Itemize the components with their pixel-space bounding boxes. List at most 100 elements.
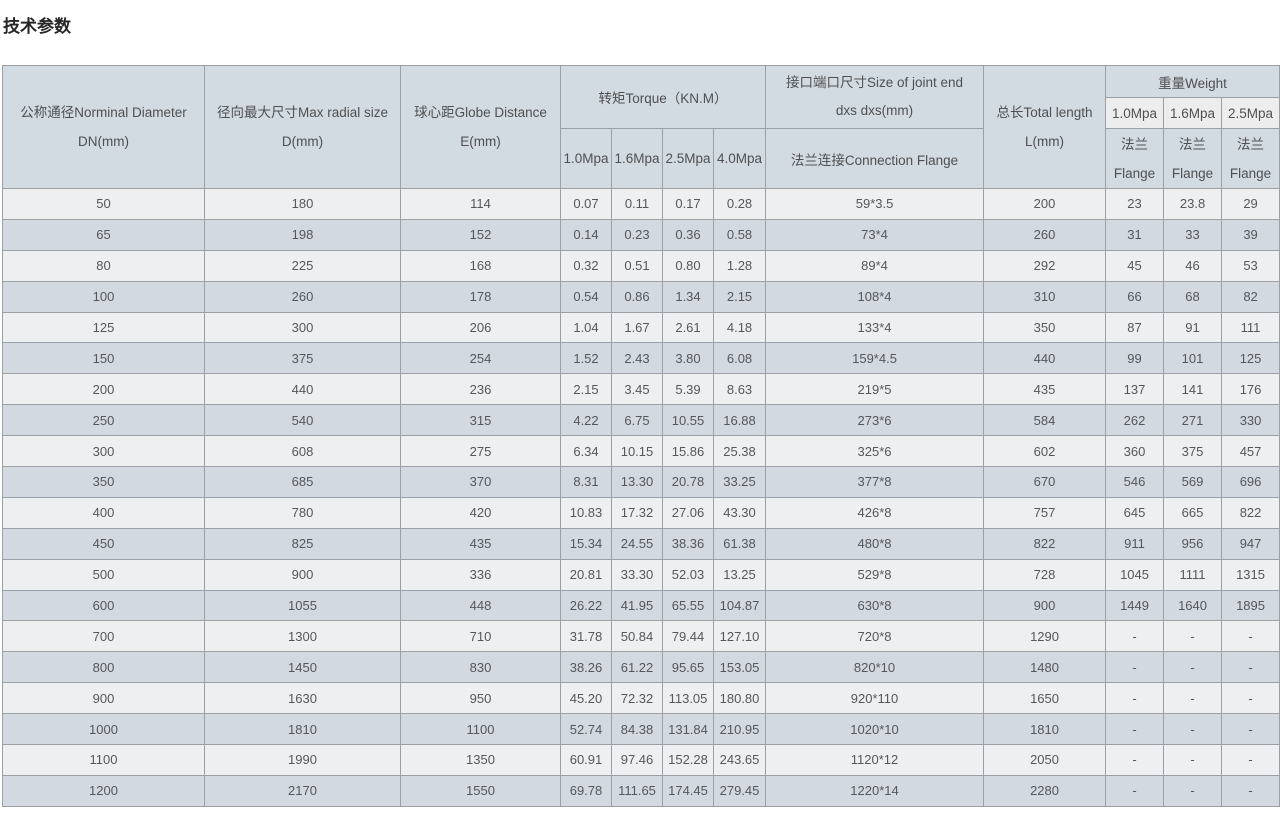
cell: 79.44 [662, 620, 714, 653]
cell: - [1221, 620, 1280, 653]
table-row: 1200 2170 1550 69.78 111.65 174.45 279.45 1220*… [2, 774, 1280, 807]
header-weight-1.0mpa: 1.0Mpa [1105, 97, 1165, 129]
cell: 26.22 [560, 589, 612, 622]
cell: 360 [1105, 435, 1165, 468]
cell: 0.36 [662, 218, 714, 251]
cell: 174.45 [662, 774, 714, 807]
cell: 2170 [204, 774, 401, 807]
cell: 1895 [1221, 589, 1280, 622]
header-torque-1.6mpa: 1.6Mpa [611, 128, 663, 189]
header-total-length: 总长Total length L(mm) [983, 65, 1107, 189]
cell: 60.91 [560, 744, 612, 776]
cell: 8.31 [560, 466, 612, 498]
cell: 250 [2, 404, 205, 437]
cell: - [1221, 713, 1280, 746]
cell: 152 [400, 218, 561, 251]
cell: 152.28 [662, 744, 714, 776]
header-globe-distance-line2: E(mm) [460, 134, 501, 149]
cell: 1111 [1163, 558, 1223, 591]
cell: 1.04 [560, 311, 612, 344]
cell: 480*8 [765, 527, 985, 560]
cell: 20.81 [560, 558, 612, 591]
page-title: 技术参数 [3, 17, 71, 36]
header-connection-flange: 法兰连接Connection Flange [765, 128, 985, 189]
header-nominal-diameter: 公称通径Norminal Diameter DN(mm) [2, 65, 205, 189]
cell: 645 [1105, 496, 1165, 529]
cell: 2.15 [560, 373, 612, 406]
cell: 279.45 [712, 774, 767, 807]
cell: 822 [983, 527, 1107, 560]
cell: 52.74 [560, 713, 612, 746]
cell: 947 [1221, 527, 1280, 560]
cell: 273*6 [765, 404, 985, 437]
cell: - [1163, 620, 1223, 653]
cell: 1450 [204, 651, 401, 684]
header-total-length-line2: L(mm) [1025, 134, 1065, 149]
cell: 59*3.5 [765, 188, 985, 220]
cell: 10.55 [662, 404, 714, 437]
cell: 4.18 [712, 311, 767, 344]
cell: 1000 [2, 713, 205, 746]
cell: 275 [400, 435, 561, 468]
cell: 440 [983, 342, 1107, 375]
cell: 72.32 [611, 682, 663, 715]
cell: 1315 [1221, 558, 1280, 591]
header-max-radial-size: 径向最大尺寸Max radial size D(mm) [204, 65, 401, 189]
header-weight-flange-2-line1: 法兰 [1179, 136, 1207, 152]
table-row: 700 1300 710 31.78 50.84 79.44 127.10 720*8 1290… [2, 620, 1280, 653]
cell: 956 [1163, 527, 1223, 560]
cell: 38.36 [662, 527, 714, 560]
cell: 180 [204, 188, 401, 220]
cell: 569 [1163, 466, 1223, 498]
cell: 1550 [400, 774, 561, 807]
cell: 127.10 [712, 620, 767, 653]
cell: 300 [204, 311, 401, 344]
header-weight-flange-2-line2: Flange [1171, 165, 1214, 181]
table-row: 50 180 114 0.07 0.11 0.17 0.28 59*3.5 200 23 23.8 2… [2, 188, 1280, 220]
cell: 200 [983, 188, 1107, 220]
cell: 153.05 [712, 651, 767, 684]
cell: 757 [983, 496, 1107, 529]
table-row: 100 260 178 0.54 0.86 1.34 2.15 108*4 310 66 68 82 [2, 280, 1280, 313]
cell: 66 [1105, 280, 1165, 313]
cell: 900 [983, 589, 1107, 622]
cell: 100 [2, 280, 205, 313]
cell: 8.63 [712, 373, 767, 406]
cell: 5.39 [662, 373, 714, 406]
cell: 69.78 [560, 774, 612, 807]
table-row: 65 198 152 0.14 0.23 0.36 0.58 73*4 260 31 33 39 [2, 218, 1280, 251]
cell: 950 [400, 682, 561, 715]
cell: 97.46 [611, 744, 663, 776]
cell: 33 [1163, 218, 1223, 251]
cell: 65 [2, 218, 205, 251]
cell: 43.30 [712, 496, 767, 529]
cell: 111 [1221, 311, 1280, 344]
cell: 1650 [983, 682, 1107, 715]
cell: 375 [204, 342, 401, 375]
cell: 540 [204, 404, 401, 437]
header-total-length-line1: 总长Total length [996, 105, 1093, 120]
cell: 1100 [400, 713, 561, 746]
cell: 219*5 [765, 373, 985, 406]
cell: 1.28 [712, 249, 767, 282]
cell: 133*4 [765, 311, 985, 344]
table-row: 300 608 275 6.34 10.15 15.86 25.38 325*6 602 360 3… [2, 435, 1280, 468]
cell: 0.07 [560, 188, 612, 220]
cell: 900 [2, 682, 205, 715]
cell: 23.8 [1163, 188, 1223, 220]
cell: 400 [2, 496, 205, 529]
cell: 113.05 [662, 682, 714, 715]
cell: 1290 [983, 620, 1107, 653]
table-row: 1100 1990 1350 60.91 97.46 152.28 243.65 1120*1… [2, 744, 1280, 776]
cell: 114 [400, 188, 561, 220]
cell: 350 [983, 311, 1107, 344]
cell: 236 [400, 373, 561, 406]
cell: 1120*12 [765, 744, 985, 776]
cell: 440 [204, 373, 401, 406]
header-torque: 转矩Torque（KN.M） [559, 65, 767, 129]
cell: 1810 [204, 713, 401, 746]
cell: 700 [2, 620, 205, 653]
cell: 448 [400, 589, 561, 622]
table-row: 150 375 254 1.52 2.43 3.80 6.08 159*4.5 440 99 101… [2, 342, 1280, 375]
cell: 630*8 [765, 589, 985, 622]
